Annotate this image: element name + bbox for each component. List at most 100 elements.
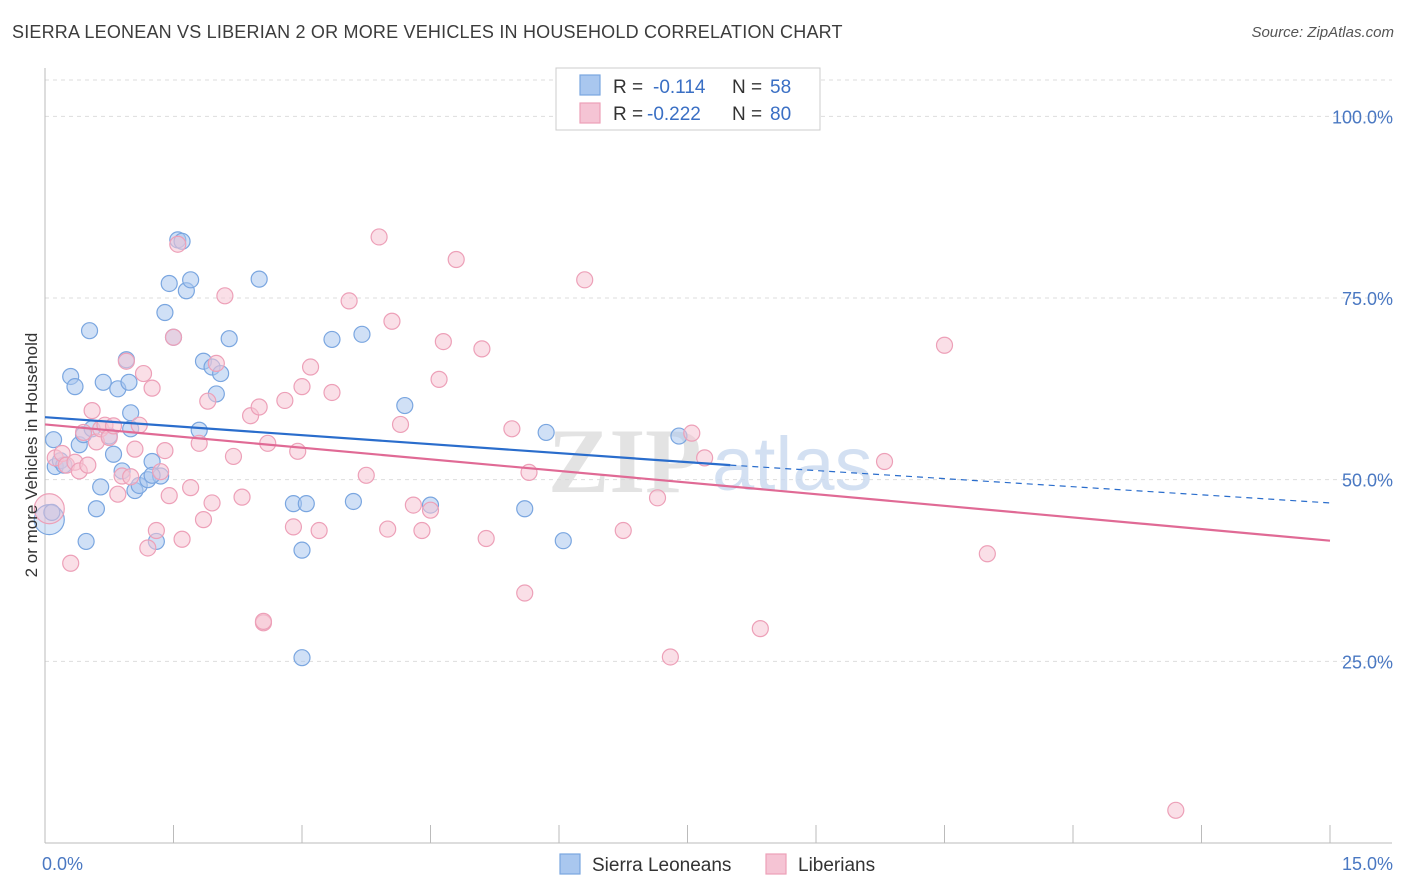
point-sierra-leonean [554, 532, 572, 550]
trend-lines [44, 416, 1331, 542]
point-sierra-leonean [87, 500, 106, 518]
point-liberian [379, 520, 397, 538]
point-liberian [160, 487, 178, 505]
y-axis-label: 2 or more Vehicles in Household [22, 333, 41, 578]
point-liberian [143, 379, 161, 397]
point-liberian [139, 539, 157, 557]
point-sierra-leonean [94, 373, 112, 391]
y-tick-label: 75.0% [1342, 289, 1393, 309]
point-liberian [156, 442, 174, 460]
point-liberian [935, 336, 954, 354]
point-liberian [340, 292, 358, 310]
data-points [33, 228, 1185, 819]
point-sierra-leonean [293, 649, 311, 667]
trend-line-sierra-leoneans [44, 416, 731, 467]
point-sierra-leonean [220, 330, 238, 348]
bottom-legend-swatch-liberians [765, 853, 787, 875]
point-liberian [978, 545, 996, 563]
point-liberian [357, 466, 375, 484]
point-liberian [122, 468, 140, 486]
point-liberian [284, 518, 303, 536]
point-sierra-leonean [77, 532, 95, 551]
point-liberian [383, 312, 401, 330]
point-liberian [173, 530, 191, 548]
point-liberian [164, 328, 183, 346]
point-sierra-leonean [396, 396, 414, 415]
legend-swatch-sierra-leoneans [579, 74, 601, 96]
point-liberian [216, 287, 234, 305]
point-liberian [447, 250, 465, 269]
axes: 100.0% 75.0% 50.0% 25.0% [44, 68, 1393, 844]
point-liberian [516, 584, 534, 602]
watermark-atlas: atlas [712, 422, 873, 507]
point-liberian [134, 364, 153, 383]
bottom-legend: Sierra Leoneans Liberians [559, 853, 875, 876]
point-liberian [194, 511, 213, 529]
point-liberian [576, 271, 594, 289]
point-liberian [301, 358, 320, 376]
point-sierra-leonean [250, 270, 268, 288]
point-sierra-leonean [66, 378, 84, 396]
point-sierra-leonean [516, 500, 534, 518]
point-liberian [79, 456, 97, 474]
point-liberian [169, 235, 187, 253]
point-liberian [152, 463, 170, 481]
point-sierra-leonean [104, 445, 123, 463]
point-liberian [233, 488, 251, 506]
point-liberian [648, 489, 667, 507]
point-liberian [404, 496, 422, 514]
point-sierra-leonean [353, 325, 371, 343]
chart-source: Source: ZipAtlas.com [1251, 24, 1394, 41]
point-liberian [421, 501, 440, 519]
point-liberian [661, 648, 679, 666]
point-liberian [203, 494, 221, 512]
point-sierra-leonean [297, 495, 315, 513]
point-liberian [117, 352, 135, 370]
legend-r-label-2: R = [613, 104, 643, 125]
legend-r-value-1: -0.114 [653, 77, 706, 98]
point-liberian [310, 521, 328, 540]
point-liberian [207, 354, 225, 372]
trend-line-liberians [44, 423, 1331, 542]
point-liberian [1167, 801, 1185, 819]
point-liberian [477, 529, 495, 548]
legend-box: R = -0.114 N = 58 R = -0.222 N = 80 [555, 67, 821, 131]
point-liberian [254, 612, 273, 630]
point-liberian [875, 452, 894, 471]
bottom-legend-label-sierra-leoneans: Sierra Leoneans [592, 855, 731, 876]
x-tick-min: 0.0% [42, 854, 83, 874]
legend-n-label-2: N = [732, 104, 762, 125]
point-sierra-leonean [537, 423, 555, 442]
point-liberian [430, 370, 448, 388]
legend-n-label-1: N = [732, 77, 762, 98]
y-tick-label: 100.0% [1332, 107, 1393, 127]
point-liberian [199, 392, 217, 410]
point-liberian [473, 340, 491, 358]
point-liberian [182, 479, 200, 497]
point-liberian [370, 228, 388, 246]
point-sierra-leonean [120, 373, 138, 391]
point-liberian [83, 402, 101, 420]
y-tick-label: 50.0% [1342, 471, 1393, 491]
point-sierra-leonean [160, 274, 178, 293]
point-sierra-leonean [44, 431, 63, 449]
point-liberian [683, 424, 701, 442]
point-liberian [109, 485, 127, 503]
x-tick-max: 15.0% [1342, 854, 1393, 874]
point-sierra-leonean [80, 322, 99, 340]
point-liberian [503, 420, 521, 438]
point-liberian [62, 554, 80, 572]
point-liberian [147, 521, 165, 540]
point-sierra-leonean [293, 541, 311, 559]
point-liberian [224, 447, 243, 466]
grid-lines [45, 79, 1392, 662]
point-sierra-leonean [344, 492, 362, 511]
legend-swatch-liberians [579, 102, 601, 124]
chart-title: SIERRA LEONEAN VS LIBERIAN 2 OR MORE VEH… [12, 22, 843, 42]
point-liberian [276, 391, 294, 410]
point-liberian [250, 398, 268, 416]
legend-n-value-2: 80 [770, 104, 791, 125]
point-liberian [413, 521, 431, 540]
point-sierra-leonean [92, 478, 110, 496]
